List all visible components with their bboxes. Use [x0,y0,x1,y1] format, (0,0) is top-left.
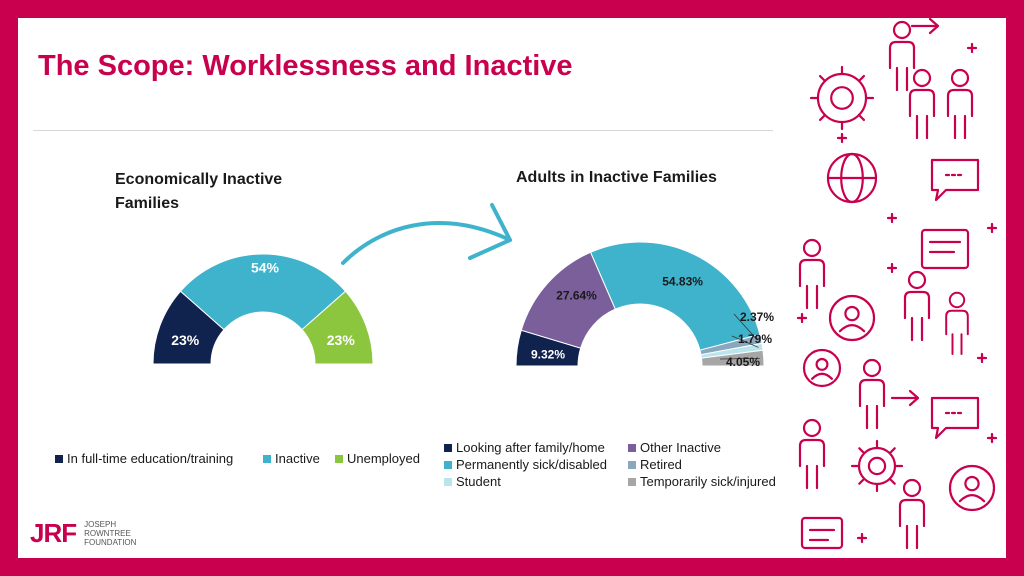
person-icon [908,68,936,140]
logo-text: JOSEPH ROWNTREE FOUNDATION [84,520,136,547]
data-label: 4.05% [726,355,760,369]
legend-label: Inactive [275,451,320,466]
plus-icon [976,352,988,364]
data-label: 54.83% [662,274,703,288]
legend-label: Temporarily sick/injured [640,474,776,489]
legend-item: In full-time education/training [55,451,233,466]
slice-temporarily-sick-injured [700,349,765,367]
avatar-ring-icon [948,464,996,512]
legend-label: Student [456,474,501,489]
slice-unemployed [301,290,374,365]
chat-bubble-icon [930,396,980,440]
decorative-pattern-panel [782,18,1006,558]
person-icon [946,68,974,140]
legend-item: Other Inactive [628,440,721,455]
slice-inactive [179,253,347,331]
arrow-right-icon [910,18,940,35]
plus-icon [856,532,868,544]
legend-swatch [444,477,452,486]
globe-icon [826,152,878,204]
legend-swatch [444,443,452,452]
person-icon [798,418,826,490]
legend-item: Temporarily sick/injured [628,474,776,489]
page-title: The Scope: Worklessness and Inactive [38,50,573,82]
legend-item: Looking after family/home [444,440,605,455]
legend-label: Permanently sick/disabled [456,457,608,472]
legend-label: In full-time education/training [67,451,234,466]
logo-line-2: ROWNTREE [84,529,131,538]
arrow-right-icon [890,389,920,407]
slide: The Scope: Worklessness and Inactive Eco… [18,18,1006,558]
people-pattern-icon [796,18,998,550]
logo-line-3: FOUNDATION [84,538,137,547]
data-label: 54% [251,260,280,276]
leader-line [733,313,758,340]
plus-icon [836,132,848,144]
charts-canvas: 23% 54% 23% 9.32% 27.64% 54.83% 2.37% 1.79% 4.0… [152,203,774,369]
title-divider [33,130,773,131]
leader-line [719,357,760,360]
data-label: 23% [327,332,356,348]
legend-item: Unemployed [335,451,420,466]
legend-label: Unemployed [347,451,420,466]
data-label: 9.32% [531,348,565,362]
legend-label: Other Inactive [640,440,721,455]
slice-permanently-sick-disabled [589,241,761,351]
legend-item: Inactive [263,451,320,466]
legend-swatch [628,460,636,469]
person-icon [798,238,826,310]
chart2-half-donut: 9.32% 27.64% 54.83% 2.37% 1.79% 4.05% [515,241,774,369]
gear-icon [809,65,875,131]
legend-swatch [55,454,63,463]
person-icon [945,291,969,355]
legend-swatch [335,454,343,463]
chat-bubble-icon [930,158,980,202]
data-label: 1.79% [738,332,772,346]
plus-icon [886,262,898,274]
chart1-title: Economically Inactive Families [115,171,283,212]
logo-line-1: JOSEPH [84,520,117,529]
legend-item: Student [444,474,501,489]
plus-icon [886,212,898,224]
data-label: 27.64% [556,288,597,302]
chart2-title: Adults in Inactive Families [516,169,717,186]
legend-swatch [628,443,636,452]
legend-label: Looking after family/home [456,440,605,455]
legend-label: Retired [640,457,682,472]
legend-swatch [628,477,636,486]
data-label: 2.37% [740,310,774,324]
transition-arrow-icon [341,203,512,265]
plus-icon [796,312,808,324]
jrf-logo: JRF JOSEPH ROWNTREE FOUNDATION [30,518,136,549]
person-icon [888,20,916,92]
person-icon [898,478,926,550]
leader-line [731,335,759,348]
person-icon [858,358,886,430]
logo-mark: JRF [30,518,77,548]
document-icon [920,228,970,270]
chart1-half-donut: 23% 54% 23% [152,253,374,365]
avatar-ring-icon [828,294,876,342]
person-icon [903,270,931,342]
legend-item: Retired [628,457,682,472]
legend-swatch [263,454,271,463]
plus-icon [966,42,978,54]
avatar-ring-icon [802,348,842,388]
legend-swatch [444,460,452,469]
plus-icon [986,222,998,234]
data-label: 23% [171,332,200,348]
legend-item: Permanently sick/disabled [444,457,607,472]
plus-icon [986,432,998,444]
document-icon [800,516,844,550]
gear-icon [850,439,904,493]
